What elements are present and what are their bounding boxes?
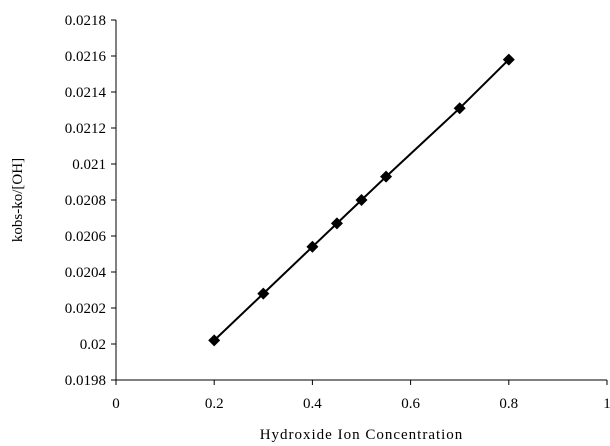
data-point [306, 240, 319, 253]
y-tick-label: 0.0214 [65, 85, 107, 101]
y-tick-label: 0.0208 [65, 193, 106, 209]
plot-area [208, 53, 515, 347]
y-tick-label: 0.0202 [65, 301, 106, 317]
y-tick-label: 0.0206 [65, 229, 107, 245]
x-tick-label: 0.4 [303, 396, 322, 412]
x-axis-title: Hydroxide Ion Concentration [260, 427, 464, 443]
y-tick-label: 0.02 [80, 337, 106, 353]
x-tick-label: 0 [112, 396, 120, 412]
data-point [502, 53, 515, 66]
y-tick-label: 0.0216 [65, 49, 107, 65]
x-tick-label: 1 [603, 396, 610, 412]
data-point [257, 287, 270, 300]
data-point [355, 194, 368, 206]
x-tick-label: 0.8 [499, 396, 518, 412]
y-ticks: 0.0198 0.02 0.0202 0.0204 0.0206 0.0208 0.021 0… [65, 13, 116, 389]
x-tick-label: 0.2 [205, 396, 224, 412]
x-tick-label: 0.6 [401, 396, 420, 412]
data-point [453, 102, 466, 115]
y-axis-title: kobs-ko/[OH] [10, 158, 26, 242]
y-tick-label: 0.0198 [65, 373, 106, 389]
data-point [330, 217, 343, 230]
series-line [213, 58, 510, 342]
y-tick-label: 0.021 [72, 157, 106, 173]
y-tick-label: 0.0212 [65, 121, 106, 137]
x-ticks: 0 0.2 0.4 0.6 0.8 1 [112, 380, 610, 412]
y-tick-label: 0.0204 [65, 265, 107, 281]
y-tick-label: 0.0218 [65, 13, 106, 29]
data-point [380, 170, 393, 183]
data-point [208, 334, 221, 347]
